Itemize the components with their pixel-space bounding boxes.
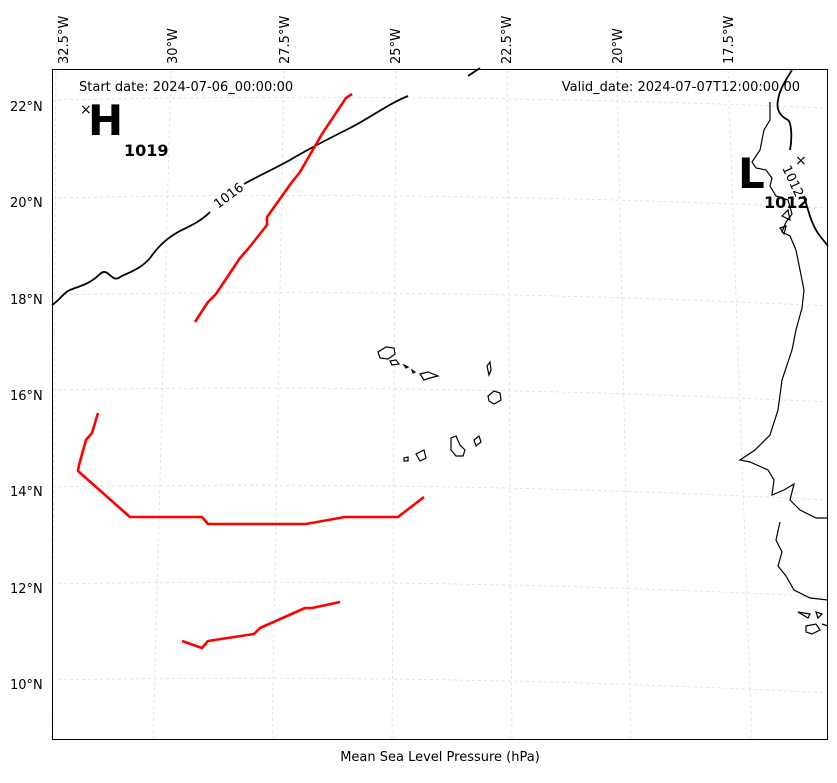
island bbox=[402, 363, 410, 369]
lat-label: 20°N bbox=[10, 196, 43, 211]
lat-label: 12°N bbox=[10, 582, 43, 597]
low-value: 1012 bbox=[764, 193, 809, 212]
red-line-north bbox=[193, 92, 353, 323]
island bbox=[389, 359, 401, 366]
lat-label: 10°N bbox=[10, 678, 43, 693]
high-value: 1019 bbox=[124, 141, 169, 160]
lat-label: 14°N bbox=[10, 485, 43, 500]
island bbox=[487, 390, 502, 405]
isobar-1016 bbox=[51, 67, 481, 306]
lon-label: 25°W bbox=[389, 28, 404, 64]
map-caption: Mean Sea Level Pressure (hPa) bbox=[340, 750, 540, 765]
x-marker-icon: × bbox=[795, 153, 807, 169]
island bbox=[377, 346, 396, 360]
cape-verde-islands bbox=[377, 346, 502, 462]
island bbox=[450, 435, 466, 457]
lon-label: 32.5°W bbox=[57, 16, 72, 64]
isobar-1012 bbox=[776, 69, 793, 151]
high-letter: H bbox=[88, 96, 123, 145]
island bbox=[486, 360, 492, 378]
start-date: Start date: 2024-07-06_00:00:00 bbox=[79, 80, 293, 95]
x-marker-icon: × bbox=[80, 102, 92, 118]
island bbox=[415, 449, 427, 462]
isobar-1012 bbox=[803, 195, 829, 247]
valid-date: Valid_date: 2024-07-07T12:00:00.00 bbox=[562, 80, 800, 95]
red-line-middle bbox=[76, 412, 425, 526]
red-line-south bbox=[181, 600, 341, 650]
lon-label: 27.5°W bbox=[278, 16, 293, 64]
lon-label: 17.5°W bbox=[722, 16, 737, 64]
island bbox=[410, 368, 417, 374]
red-lines bbox=[76, 92, 425, 650]
low-pressure-center: × L 1012 bbox=[738, 149, 809, 212]
island bbox=[473, 434, 482, 448]
lat-label: 22°N bbox=[10, 100, 43, 115]
island bbox=[419, 371, 440, 381]
graticule bbox=[51, 69, 829, 741]
isobar-label-1016: 1016 bbox=[211, 180, 246, 212]
latitude-labels: 22°N 20°N 18°N 16°N 14°N 12°N 10°N bbox=[10, 100, 43, 693]
coastline bbox=[738, 102, 829, 635]
lon-label: 30°W bbox=[166, 28, 181, 64]
low-letter: L bbox=[738, 149, 765, 198]
island bbox=[403, 456, 409, 462]
map-frame bbox=[52, 69, 828, 740]
lat-label: 16°N bbox=[10, 389, 43, 404]
lon-label: 20°W bbox=[611, 28, 626, 64]
high-pressure-center: × H 1019 bbox=[80, 96, 169, 160]
lat-label: 18°N bbox=[10, 293, 43, 308]
lon-label: 22.5°W bbox=[500, 16, 515, 64]
longitude-labels: 32.5°W 30°W 27.5°W 25°W 22.5°W 20°W 17.5… bbox=[57, 16, 737, 64]
